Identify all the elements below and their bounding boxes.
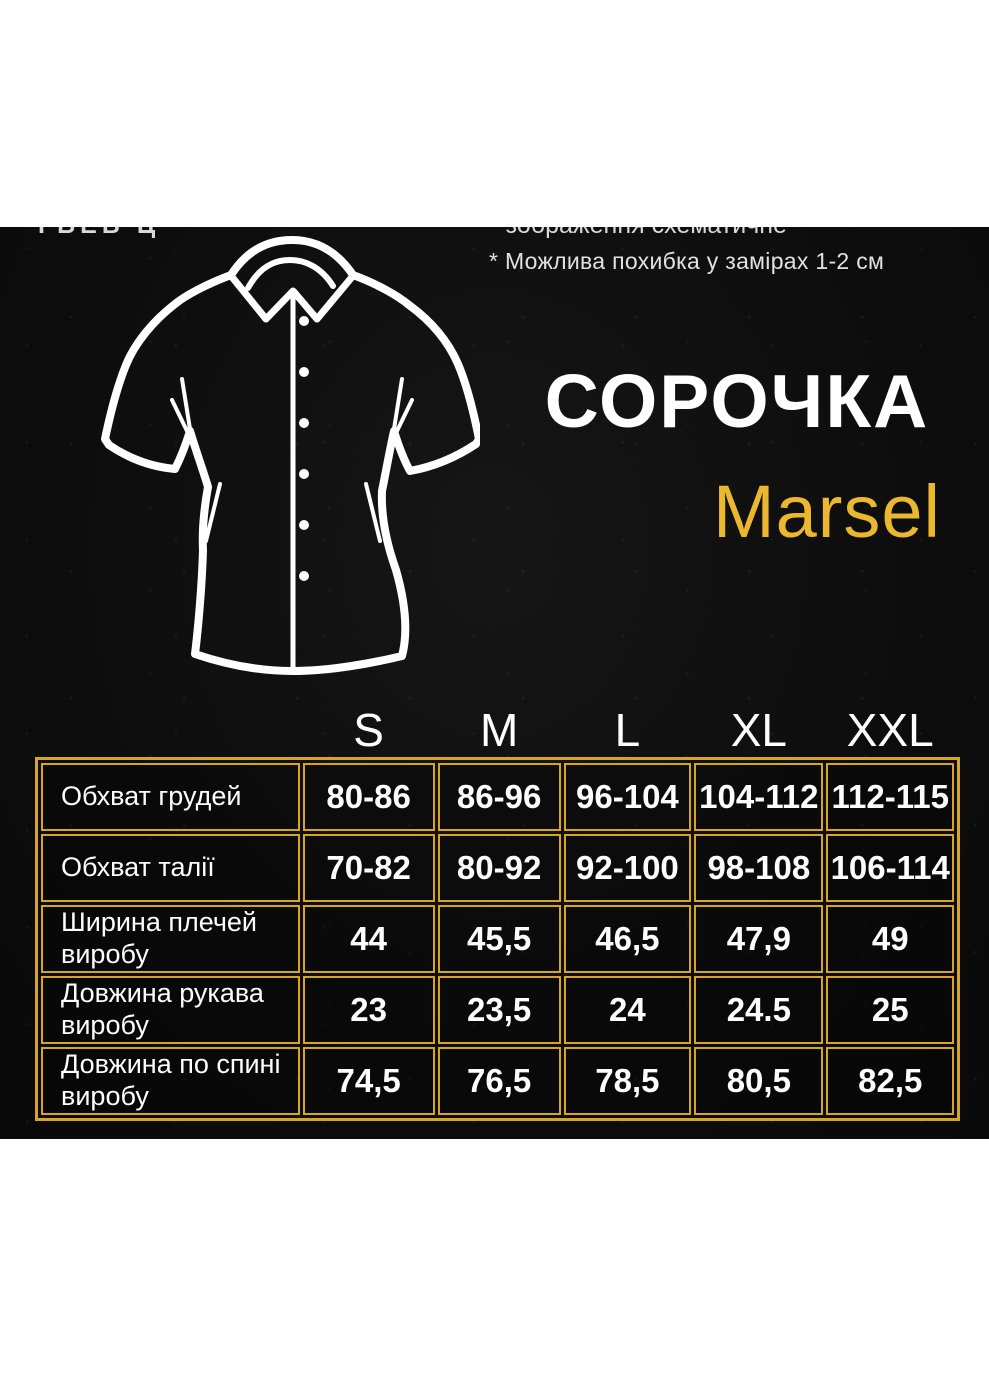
row-label-back-length: Довжина по спині виробу [41,1047,300,1115]
table-cell: 78,5 [563,1047,692,1115]
table-cell: 47,9 [694,905,824,973]
product-title: СОРОЧКА [544,359,930,443]
table-cell: 23,5 [437,976,561,1044]
shirt-outline-icon [101,236,480,675]
cropped-text-fragment-left-text: ГЬЕВ Ц [38,227,258,238]
table-cell: 80-92 [437,834,561,902]
table-cell: 112-115 [826,763,954,831]
table-cell: 76,5 [437,1047,561,1115]
table-cell: 45,5 [437,905,561,973]
cropped-note-schematic: * зображення схематичне [489,227,909,242]
row-label-waist: Обхват талії [41,834,300,902]
size-header-spacer [41,701,300,759]
size-header-xxl: XXL [846,704,934,756]
note-measurement-tolerance: * Можлива похибка у замірах 1-2 см [489,248,885,274]
size-chart-banner: ГЬЕВ Ц * зображення схематичне * Можлива… [0,227,989,1139]
cropped-note-schematic-text: * зображення схематичне [489,227,909,238]
table-cell: 70-82 [302,834,435,902]
row-label-sleeve-length: Довжина рукава виробу [41,976,300,1044]
brand-name: Marsel [712,469,941,553]
table-cell: 80,5 [694,1047,824,1115]
size-header-m: M [479,704,519,756]
table-cell: 49 [826,905,954,973]
row-label-chest: Обхват грудей [41,763,300,831]
table-cell: 46,5 [563,905,692,973]
size-table: Обхват грудей 80-86 86-96 96-104 104-112… [35,757,960,1121]
table-cell: 106-114 [826,834,954,902]
table-cell: 23 [302,976,435,1044]
table-cell: 44 [302,905,435,973]
table-cell: 24.5 [694,976,824,1044]
size-header-l: L [614,704,641,756]
table-cell: 25 [826,976,954,1044]
table-cell: 74,5 [302,1047,435,1115]
table-cell: 92-100 [563,834,692,902]
size-header-xl: XL [730,704,787,756]
table-cell: 86-96 [437,763,561,831]
table-cell: 104-112 [694,763,824,831]
title-block: СОРОЧКА Marsel [523,360,951,549]
table-cell: 80-86 [302,763,435,831]
row-label-shoulder-width: Ширина плечей виробу [41,905,300,973]
size-header-row: S M L XL XXL [35,695,960,756]
table-cell: 82,5 [826,1047,954,1115]
shirt-buttons [299,316,309,581]
table-cell: 98-108 [694,834,824,902]
table-cell: 96-104 [563,763,692,831]
table-cell: 24 [563,976,692,1044]
cropped-text-fragment-left: ГЬЕВ Ц [38,227,258,242]
size-header-s: S [353,704,384,756]
